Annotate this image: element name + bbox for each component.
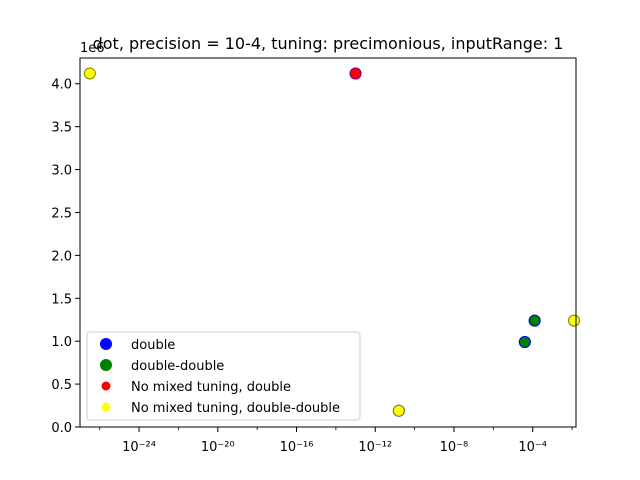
- legend-label: No mixed tuning, double-double: [131, 401, 340, 416]
- x-tick-label: 10⁻⁴: [518, 440, 547, 455]
- y-tick-label: 4.0: [51, 78, 72, 93]
- data-point: [392, 404, 405, 417]
- legend-marker: [100, 338, 112, 350]
- y-tick-label: 0.5: [51, 378, 72, 393]
- y-tick-label: 3.5: [51, 121, 72, 136]
- y-tick-label: 2.5: [51, 206, 72, 221]
- y-tick-label: 0.0: [51, 421, 72, 436]
- y-tick-label: 2.0: [51, 249, 72, 264]
- data-point: [518, 336, 531, 349]
- legend-marker: [101, 381, 111, 391]
- y-tick-label: 1.5: [51, 292, 72, 307]
- legend-label: double: [131, 338, 175, 353]
- data-points: [83, 67, 581, 417]
- x-tick-label: 10⁻²⁰: [201, 440, 235, 455]
- data-point: [349, 67, 362, 80]
- x-tick-label: 10⁻²⁴: [122, 440, 156, 455]
- legend: double double-double No mixed tuning, doub…: [86, 331, 361, 421]
- x-tick-label: 10⁻¹²: [358, 440, 392, 455]
- y-tick-label: 3.0: [51, 164, 72, 179]
- legend-label: double-double: [131, 359, 224, 374]
- axis-ticks: 10⁻²⁴ 10⁻²⁰ 10⁻¹⁶ 10⁻¹² 10⁻⁸ 10⁻⁴ 0.0 0.5 1.0 1.5…: [51, 78, 573, 455]
- legend-label: No mixed tuning, double: [131, 380, 291, 395]
- y-offset-label: 1e6: [80, 41, 105, 56]
- data-point: [568, 314, 581, 327]
- plot-frame: [79, 57, 577, 428]
- legend-box: [86, 331, 361, 421]
- legend-marker: [101, 402, 111, 412]
- x-tick-label: 10⁻¹⁶: [280, 440, 314, 455]
- data-point: [528, 314, 541, 327]
- y-tick-label: 1.0: [51, 335, 72, 350]
- data-point: [83, 67, 96, 80]
- chart-title: dot, precision = 10-4, tuning: precimoni…: [93, 34, 564, 53]
- legend-marker: [100, 359, 112, 371]
- x-tick-label: 10⁻⁸: [440, 440, 469, 455]
